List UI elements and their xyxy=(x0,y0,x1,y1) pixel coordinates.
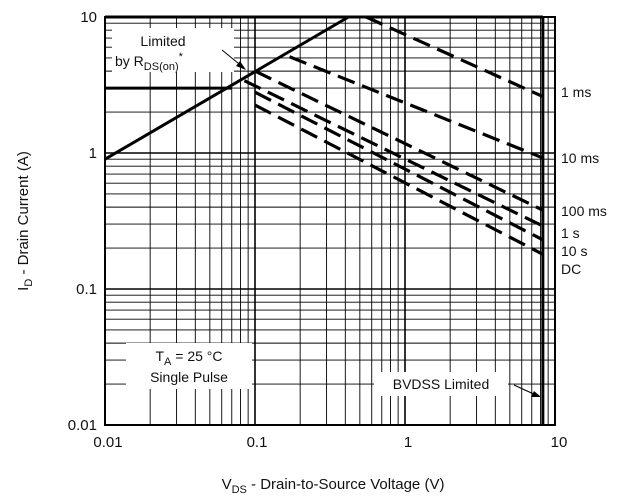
series-label-100ms: 100 ms xyxy=(561,203,607,219)
series-label-10s: 10 s xyxy=(561,243,587,259)
bvdss-arrowhead xyxy=(531,391,541,397)
limit-lines xyxy=(104,15,545,425)
series-line-100ms xyxy=(254,69,544,212)
ta-label-rest: = 25 °C xyxy=(171,348,222,364)
y-tick-label: 1 xyxy=(89,145,97,162)
series-label-10ms: 10 ms xyxy=(561,150,599,166)
series-line-1ms xyxy=(365,15,544,99)
x-tick-label: 10 xyxy=(551,434,568,451)
series-labels: 1 ms 10 ms 100 ms 1 s 10 s DC xyxy=(561,84,607,277)
x-tick-label: 0.01 xyxy=(93,434,122,451)
x-tick-label: 0.1 xyxy=(247,434,268,451)
rds-annotation-line2: by RDS(on)* xyxy=(115,51,184,73)
series-line-10s xyxy=(254,90,544,242)
rds-annotation-arrowhead xyxy=(236,61,246,70)
conditions-annotation-bg xyxy=(126,343,252,389)
series-line-dc xyxy=(254,103,544,256)
x-axis-label-sub: DS xyxy=(232,484,247,496)
x-axis-label-rest: - Drain-to-Source Voltage (V) xyxy=(247,476,445,493)
y-tick-label: 0.1 xyxy=(76,281,97,298)
y-axis-label: ID - Drain Current (A) xyxy=(15,151,35,291)
bvdss-annotation: BVDSS Limited xyxy=(374,372,541,397)
bvdss-label: BVDSS Limited xyxy=(393,376,489,392)
y-tick-label: 10 xyxy=(80,9,97,26)
ta-label-sub: A xyxy=(164,356,172,368)
series-label-1ms: 1 ms xyxy=(561,84,591,100)
series-line-10ms xyxy=(288,55,544,160)
series-group xyxy=(243,15,544,256)
x-axis-label: VDS - Drain-to-Source Voltage (V) xyxy=(222,476,445,496)
ta-label-main: T xyxy=(155,348,164,364)
series-label-1s: 1 s xyxy=(561,225,580,241)
y-tick-label: 0.01 xyxy=(68,417,97,434)
rds-annotation-sup: * xyxy=(179,51,184,63)
x-tick-label: 1 xyxy=(404,434,412,451)
y-axis-label-main: I xyxy=(15,287,32,291)
single-pulse-label: Single Pulse xyxy=(150,369,228,385)
rds-annotation: Limited by RDS(on)* xyxy=(112,28,246,73)
ta-label: TA = 25 °C xyxy=(155,348,222,368)
rds-annotation-bg xyxy=(112,28,234,72)
y-axis-label-rest: - Drain Current (A) xyxy=(15,151,32,279)
rds-annotation-sub: DS(on) xyxy=(144,61,179,73)
y-axis-label-sub: D xyxy=(23,279,35,287)
series-line-1s xyxy=(243,79,544,228)
bvdss-annotation-bg xyxy=(374,372,508,396)
rds-annotation-line1: Limited xyxy=(140,33,185,49)
rds-annotation-main: by R xyxy=(115,53,144,69)
conditions-annotation: TA = 25 °C Single Pulse xyxy=(126,343,252,389)
x-axis-label-main: V xyxy=(222,476,232,493)
series-label-dc: DC xyxy=(561,261,581,277)
